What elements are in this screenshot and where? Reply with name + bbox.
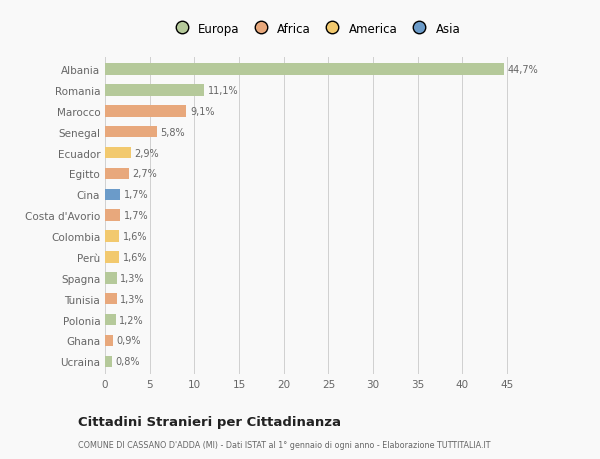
Text: 1,6%: 1,6% <box>123 252 148 263</box>
Text: COMUNE DI CASSANO D'ADDA (MI) - Dati ISTAT al 1° gennaio di ogni anno - Elaboraz: COMUNE DI CASSANO D'ADDA (MI) - Dati IST… <box>78 440 491 449</box>
Bar <box>105 168 129 180</box>
Bar <box>105 314 116 325</box>
Text: 0,9%: 0,9% <box>116 336 141 346</box>
Text: 9,1%: 9,1% <box>190 106 214 117</box>
Bar <box>105 106 187 118</box>
Bar <box>105 127 157 138</box>
Bar <box>105 335 113 347</box>
Text: 0,8%: 0,8% <box>116 357 140 367</box>
Bar <box>105 231 119 242</box>
Text: 1,7%: 1,7% <box>124 211 148 221</box>
Text: 2,9%: 2,9% <box>134 148 159 158</box>
Bar <box>105 252 119 263</box>
Text: 1,6%: 1,6% <box>123 232 148 241</box>
Bar <box>105 64 505 76</box>
Text: Cittadini Stranieri per Cittadinanza: Cittadini Stranieri per Cittadinanza <box>78 415 341 428</box>
Text: 1,3%: 1,3% <box>120 273 145 283</box>
Bar <box>105 356 112 367</box>
Text: 1,3%: 1,3% <box>120 294 145 304</box>
Bar <box>105 147 131 159</box>
Bar <box>105 210 120 221</box>
Legend: Europa, Africa, America, Asia: Europa, Africa, America, Asia <box>166 19 464 39</box>
Text: 5,8%: 5,8% <box>160 128 185 137</box>
Bar <box>105 273 116 284</box>
Text: 2,7%: 2,7% <box>133 169 157 179</box>
Text: 1,7%: 1,7% <box>124 190 148 200</box>
Bar <box>105 85 204 96</box>
Bar <box>105 189 120 201</box>
Text: 11,1%: 11,1% <box>208 86 238 96</box>
Text: 1,2%: 1,2% <box>119 315 144 325</box>
Text: 44,7%: 44,7% <box>508 65 539 75</box>
Bar <box>105 293 116 305</box>
